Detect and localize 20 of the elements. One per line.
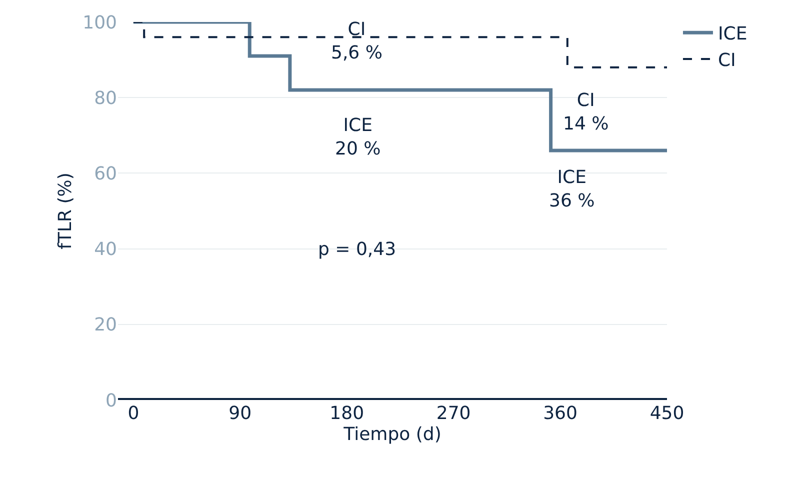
annotation: ICE 36 % bbox=[549, 167, 595, 212]
y-tick-label: 20 bbox=[94, 314, 117, 336]
legend-label: ICE bbox=[718, 24, 748, 45]
x-tick-label: 180 bbox=[330, 403, 364, 424]
annotation: p = 0,43 bbox=[318, 239, 396, 260]
x-tick-label: 270 bbox=[436, 403, 471, 424]
x-tick-label: 450 bbox=[650, 403, 684, 424]
annotation: CI 14 % bbox=[563, 90, 609, 134]
y-tick-label: 80 bbox=[94, 88, 117, 109]
y-tick-label: 40 bbox=[94, 239, 117, 260]
x-tick-label: 360 bbox=[543, 403, 578, 424]
y-tick-label: 100 bbox=[82, 12, 117, 34]
legend-label: CI bbox=[718, 50, 736, 72]
y-tick-label: 60 bbox=[94, 164, 117, 184]
x-tick-label: 0 bbox=[128, 403, 140, 424]
x-tick-label: 90 bbox=[228, 403, 252, 424]
annotation: CI 5,6 % bbox=[331, 19, 382, 64]
y-axis-title: fTLR (%) bbox=[54, 172, 76, 250]
x-axis-title: Tiempo (d) bbox=[342, 424, 442, 445]
annotation: ICE 20 % bbox=[335, 115, 381, 160]
